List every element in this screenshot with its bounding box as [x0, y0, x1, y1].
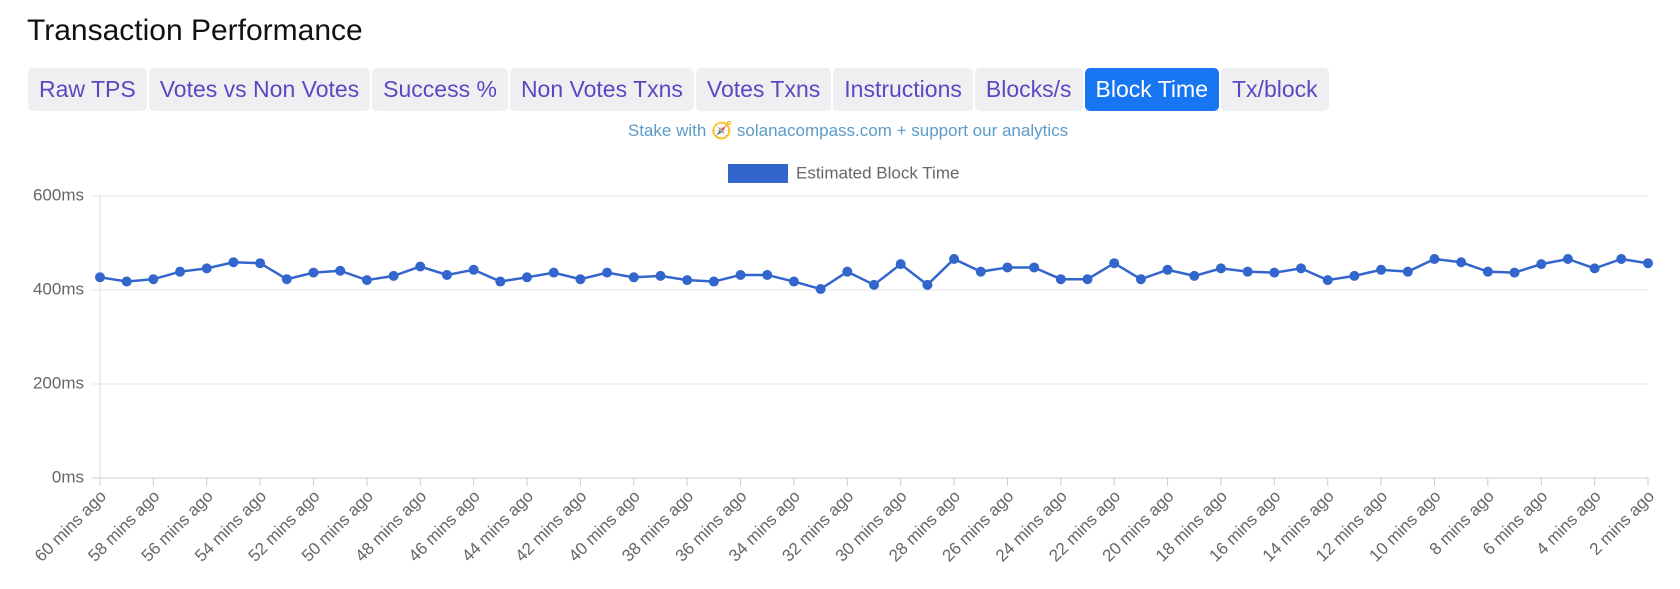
data-point [1616, 253, 1627, 264]
tab[interactable]: Raw TPS [28, 68, 147, 111]
legend-label: Estimated Block Time [796, 163, 959, 182]
data-point [1376, 264, 1387, 275]
data-point [1189, 270, 1200, 281]
data-point [1269, 267, 1280, 278]
y-tick-label: 600ms [33, 185, 84, 204]
data-point [1482, 266, 1493, 277]
data-point [682, 275, 693, 286]
data-point [1456, 257, 1467, 268]
data-point [95, 272, 105, 283]
data-point [1322, 275, 1333, 286]
data-point [1029, 262, 1040, 273]
data-point [628, 272, 639, 283]
data-point [788, 276, 799, 287]
data-point [815, 284, 826, 295]
data-point [361, 275, 372, 286]
data-point [1242, 266, 1253, 277]
data-point [1509, 267, 1520, 278]
y-tick-label: 400ms [33, 279, 84, 298]
data-point [1082, 274, 1093, 285]
data-point [1215, 263, 1226, 274]
tab[interactable]: Non Votes Txns [509, 68, 694, 111]
data-point [762, 269, 773, 280]
tab[interactable]: Votes vs Non Votes [148, 68, 371, 111]
promo-link[interactable]: Stake with 🧭 solanacompass.com + support… [627, 121, 1069, 140]
data-point [201, 263, 212, 274]
data-point [228, 257, 239, 268]
data-point [175, 266, 186, 277]
y-tick-label: 0ms [52, 467, 84, 486]
data-point [148, 274, 159, 285]
tab[interactable]: Tx/block [1221, 68, 1329, 111]
data-point [308, 267, 319, 278]
data-point [1109, 258, 1120, 269]
data-point [388, 270, 399, 281]
data-point [1296, 263, 1307, 274]
data-point [575, 274, 586, 285]
data-point [602, 267, 613, 278]
data-point [415, 261, 426, 272]
data-point [441, 269, 452, 280]
tab[interactable]: Block Time [1084, 68, 1219, 111]
data-point [655, 270, 666, 281]
data-point [1402, 266, 1413, 277]
data-point [949, 253, 960, 264]
data-point [735, 269, 746, 280]
data-point [708, 276, 719, 287]
data-point [869, 279, 879, 290]
data-point [1135, 274, 1146, 285]
data-point [121, 276, 132, 287]
data-point [548, 267, 559, 278]
data-point [895, 259, 906, 270]
tab[interactable]: Instructions [833, 68, 973, 111]
tab[interactable]: Success % [372, 68, 508, 111]
data-point [1589, 263, 1600, 274]
data-point [842, 266, 853, 277]
data-point [281, 274, 292, 285]
data-point [922, 279, 933, 290]
data-point [975, 266, 986, 277]
data-point [1055, 274, 1066, 285]
data-point [1643, 258, 1653, 269]
tab[interactable]: Votes Txns [695, 68, 832, 111]
data-point [335, 265, 346, 276]
page-title: Transaction Performance [27, 14, 363, 47]
data-point [255, 258, 266, 269]
data-point [1429, 253, 1440, 264]
tab[interactable]: Blocks/s [974, 68, 1083, 111]
data-point [1162, 264, 1173, 275]
y-tick-label: 200ms [33, 373, 84, 392]
data-point [522, 272, 533, 283]
data-point [1562, 253, 1573, 264]
data-point [1536, 259, 1547, 270]
data-point [468, 264, 479, 275]
tab-bar: Raw TPS Votes vs Non Votes Success % Non Vo… [28, 68, 1329, 111]
data-point [1349, 270, 1360, 281]
legend-swatch [728, 164, 788, 183]
data-point [1002, 262, 1013, 273]
data-point [495, 276, 506, 287]
